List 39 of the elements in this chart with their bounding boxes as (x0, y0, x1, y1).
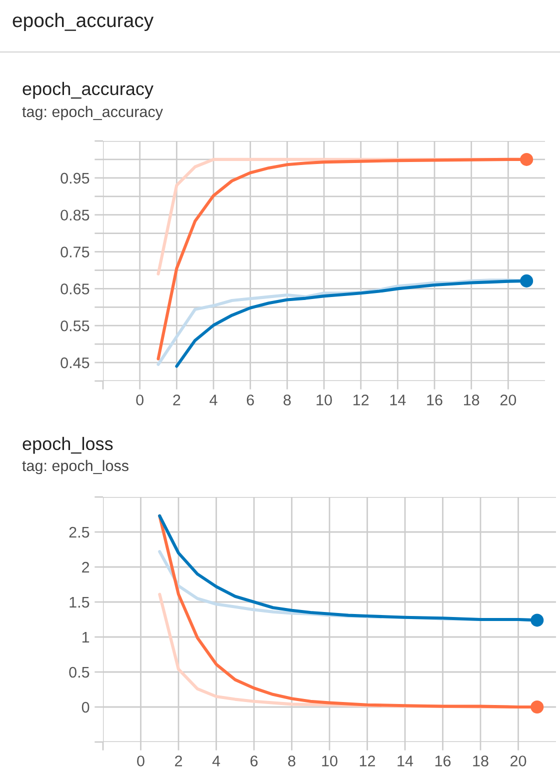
x-tick-label: 16 (427, 394, 442, 406)
x-tick-label: 10 (316, 394, 332, 406)
x-tick-label: 12 (354, 394, 369, 406)
chart-subtitle: tag: epoch_loss (22, 460, 128, 474)
x-tick-label: 6 (250, 756, 258, 766)
y-tick-label: 0.5 (69, 666, 90, 678)
chart-title: epoch_accuracy (22, 82, 154, 99)
y-tick-label: 1.5 (70, 597, 90, 608)
x-tick-label: 8 (288, 756, 296, 766)
text: epoch_accuracy (12, 12, 154, 32)
x-tick-label: 10 (322, 756, 338, 766)
x-tick-label: 8 (284, 394, 291, 406)
chart-subtitle: tag: epoch_accuracy (22, 106, 163, 120)
y-tick-label: 0.95 (60, 172, 90, 184)
y-tick-label: 0.85 (60, 210, 90, 221)
x-tick-label: 14 (390, 394, 406, 406)
y-tick-label: 0.75 (60, 246, 90, 258)
y-tick-label: 0.45 (60, 357, 90, 368)
x-tick-label: 18 (464, 394, 480, 406)
x-tick-label: 0 (137, 756, 144, 766)
x-tick-label: 6 (246, 394, 254, 406)
x-tick-label: 18 (473, 756, 488, 766)
x-tick-label: 12 (360, 756, 375, 766)
y-tick-label: 0 (82, 702, 90, 713)
x-tick-label: 2 (175, 756, 182, 766)
x-tick-label: 20 (500, 394, 516, 406)
x-tick-label: 4 (212, 756, 220, 766)
y-tick-label: 0.65 (60, 284, 90, 294)
y-tick-label: 1 (82, 632, 90, 643)
x-tick-label: 0 (136, 394, 144, 406)
y-tick-label: 2.5 (69, 526, 90, 538)
x-tick-label: 16 (435, 756, 451, 766)
y-tick-label: 0.55 (60, 320, 90, 332)
y-tick-label: 2 (82, 562, 90, 573)
x-tick-label: 4 (210, 394, 218, 406)
chart-title: epoch_loss (22, 436, 113, 454)
x-tick-label: 2 (173, 394, 180, 406)
x-tick-label: 14 (398, 756, 414, 766)
x-tick-label: 20 (510, 756, 526, 766)
